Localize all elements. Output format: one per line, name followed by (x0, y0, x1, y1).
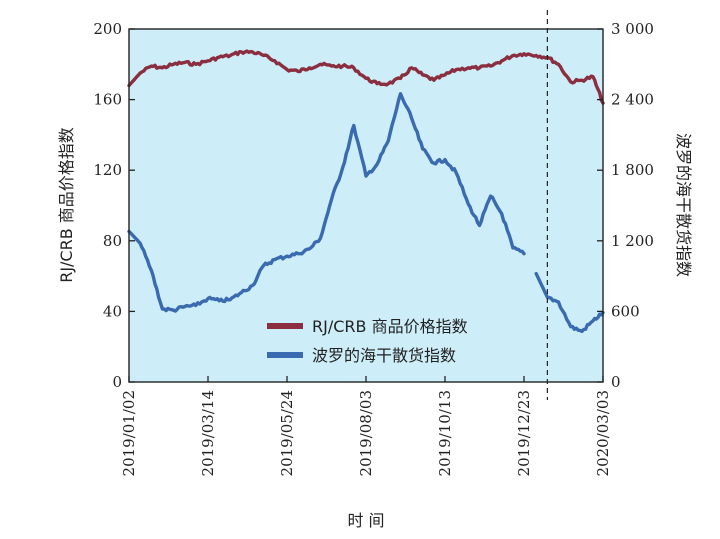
legend-label-bdi: 波罗的海干散货指数 (312, 346, 456, 365)
x-tick-label: 2020/03/03 (594, 390, 612, 476)
y-left-tick-label: 40 (103, 302, 122, 320)
x-tick-label: 2019/10/13 (436, 390, 454, 476)
y-right-tick-label: 0 (611, 373, 621, 391)
y-right-tick-label: 1 800 (611, 161, 654, 179)
y-left-tick-label: 80 (103, 232, 122, 250)
x-axis-label: 时 间 (347, 511, 384, 530)
y-right-tick-label: 2 400 (611, 91, 654, 109)
legend: RJ/CRB 商品价格指数 波罗的海干散货指数 (267, 317, 468, 365)
y-left-tick-label: 0 (112, 373, 122, 391)
x-tick-label: 2019/08/03 (357, 390, 375, 476)
x-tick-label: 2019/05/24 (278, 390, 296, 476)
series-line-1-segment-1 (534, 272, 605, 334)
plot-area (129, 29, 603, 382)
x-tick-label: 2019/12/23 (515, 390, 533, 476)
y-left-tick-label: 120 (93, 161, 122, 179)
legend-label-crb: RJ/CRB 商品价格指数 (312, 317, 468, 336)
y-right-tick-label: 600 (611, 302, 640, 320)
series-line-1-segment-0 (127, 91, 526, 313)
series-layer (127, 49, 605, 334)
x-tick-label: 2019/03/14 (199, 390, 217, 476)
y-right-tick-label: 3 000 (611, 20, 654, 38)
y-axis-right-label: 波罗的海干散货指数 (674, 133, 693, 277)
series-line-0-segment-0 (127, 49, 605, 105)
y-left-tick-label: 200 (93, 20, 122, 38)
x-tick-label: 2019/01/02 (120, 390, 138, 476)
axes-layer: 0 40 80 120 160 200 0 600 1 200 1 800 2 400 3 000 20… (93, 20, 654, 476)
y-left-tick-label: 160 (93, 91, 122, 109)
y-axis-left-label: RJ/CRB 商品价格指数 (57, 127, 76, 283)
y-right-tick-label: 1 200 (611, 232, 654, 250)
